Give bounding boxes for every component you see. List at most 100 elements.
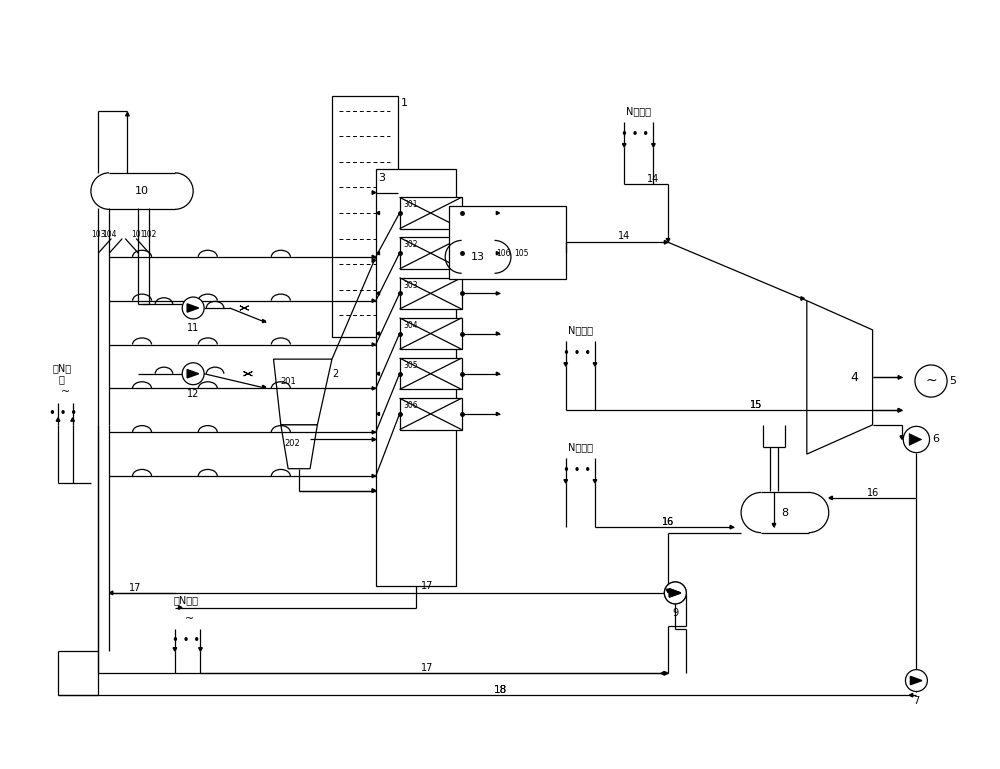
Polygon shape [372, 431, 375, 434]
Polygon shape [661, 671, 664, 675]
Bar [400, 358, 462, 389]
Polygon shape [666, 589, 670, 593]
Text: 至N台
炉: 至N台 炉 [52, 363, 71, 384]
Polygon shape [496, 412, 499, 415]
Polygon shape [109, 591, 113, 594]
Text: N台炉来: N台炉来 [568, 325, 593, 335]
Polygon shape [187, 370, 199, 378]
Text: 305: 305 [403, 361, 418, 370]
Text: 8: 8 [781, 508, 788, 518]
Text: 5: 5 [949, 376, 956, 386]
Text: 15: 15 [750, 400, 762, 410]
Polygon shape [376, 372, 379, 375]
Polygon shape [372, 438, 376, 441]
Polygon shape [593, 363, 597, 366]
Bar [449, 206, 566, 279]
Text: 304: 304 [403, 321, 418, 330]
Polygon shape [372, 343, 375, 346]
Polygon shape [372, 255, 375, 258]
Bar [400, 198, 462, 228]
Circle shape [903, 426, 930, 453]
Text: 102: 102 [142, 231, 157, 239]
Text: 2: 2 [332, 368, 338, 379]
Text: 12: 12 [187, 389, 199, 399]
Text: ~: ~ [925, 374, 937, 388]
Polygon shape [372, 258, 376, 262]
Text: N台炉来: N台炉来 [568, 441, 593, 452]
Polygon shape [496, 291, 499, 295]
Text: • • •: • • • [563, 464, 591, 477]
Text: 303: 303 [403, 281, 418, 290]
Polygon shape [664, 671, 668, 675]
Text: ~: ~ [185, 614, 194, 624]
Text: 104: 104 [102, 231, 116, 239]
Polygon shape [187, 304, 199, 312]
Polygon shape [772, 524, 776, 527]
Text: 17: 17 [421, 581, 433, 591]
Polygon shape [564, 363, 568, 366]
Polygon shape [909, 694, 913, 697]
Bar [376, 169, 456, 586]
Polygon shape [71, 418, 74, 421]
Text: 15: 15 [750, 400, 762, 410]
Polygon shape [496, 372, 499, 375]
Bar [400, 238, 462, 269]
Text: ~: ~ [61, 387, 70, 397]
Circle shape [664, 582, 686, 604]
Polygon shape [564, 480, 568, 483]
Polygon shape [263, 319, 266, 323]
Polygon shape [496, 251, 499, 255]
Polygon shape [898, 375, 902, 379]
Text: 18: 18 [493, 685, 507, 695]
Polygon shape [910, 677, 922, 684]
Text: 10: 10 [135, 186, 149, 196]
Polygon shape [179, 606, 182, 609]
Polygon shape [669, 589, 681, 597]
Polygon shape [281, 424, 317, 469]
Text: 302: 302 [403, 241, 418, 249]
Text: 105: 105 [515, 248, 529, 258]
Polygon shape [376, 211, 379, 215]
Text: 9: 9 [672, 608, 678, 618]
Polygon shape [372, 387, 375, 390]
Polygon shape [801, 297, 804, 301]
Text: 101: 101 [131, 231, 146, 239]
Text: 18: 18 [493, 685, 507, 695]
Polygon shape [240, 306, 249, 310]
Polygon shape [240, 306, 249, 310]
Polygon shape [376, 412, 379, 415]
Text: 4: 4 [850, 371, 858, 384]
Polygon shape [900, 436, 904, 439]
Polygon shape [376, 251, 379, 255]
Polygon shape [274, 359, 332, 424]
Text: 3: 3 [378, 173, 385, 183]
Polygon shape [126, 112, 129, 116]
Text: 至N台炉: 至N台炉 [173, 595, 198, 605]
Polygon shape [372, 489, 376, 492]
Text: 14: 14 [618, 231, 630, 241]
Text: 11: 11 [187, 324, 199, 334]
Bar [400, 398, 462, 430]
Polygon shape [244, 371, 252, 376]
Polygon shape [664, 241, 668, 244]
Text: • • •: • • • [621, 128, 649, 141]
Text: 16: 16 [662, 517, 674, 527]
Polygon shape [372, 191, 376, 195]
Text: • • •: • • • [563, 347, 591, 360]
Polygon shape [372, 474, 375, 478]
Polygon shape [263, 385, 266, 388]
Polygon shape [652, 144, 655, 147]
Text: N台炉来: N台炉来 [626, 105, 651, 116]
Bar [400, 318, 462, 349]
Text: 202: 202 [284, 438, 300, 448]
Polygon shape [909, 434, 922, 445]
Text: 17: 17 [421, 663, 433, 673]
Polygon shape [898, 408, 902, 412]
Polygon shape [669, 589, 681, 597]
Text: 301: 301 [403, 200, 418, 209]
Polygon shape [199, 647, 202, 651]
Polygon shape [829, 496, 832, 500]
Polygon shape [376, 291, 379, 295]
Circle shape [664, 582, 686, 604]
Polygon shape [376, 332, 379, 335]
